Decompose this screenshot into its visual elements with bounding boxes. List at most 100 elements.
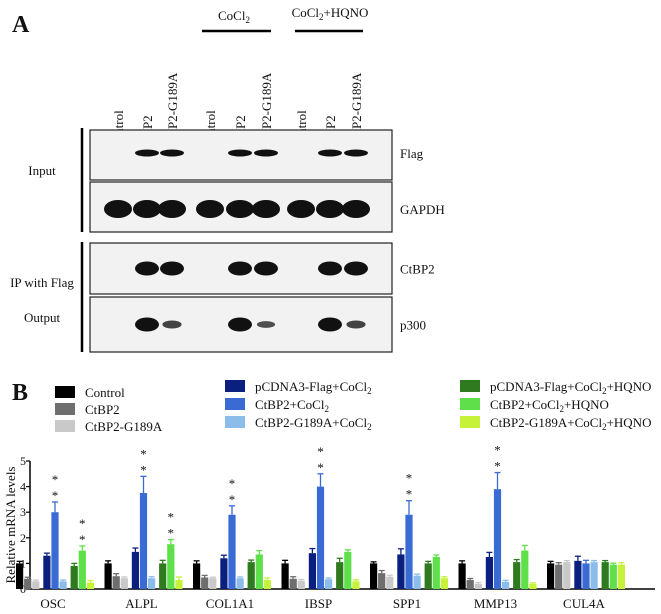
blot-name: CtBP2 — [400, 262, 435, 277]
bar — [378, 573, 386, 589]
y-tick-label: 5 — [20, 454, 26, 468]
legend-swatch — [55, 403, 75, 415]
bar — [247, 562, 255, 589]
bar — [263, 580, 271, 589]
blot-band — [135, 317, 159, 332]
legend-label: Control — [85, 385, 125, 400]
legend-swatch — [460, 416, 480, 428]
bar — [458, 563, 466, 589]
bar — [120, 578, 128, 589]
bar — [308, 553, 316, 589]
legend-item: CtBP2-G189A+CoCl2+HQNO — [460, 415, 651, 432]
bar — [325, 579, 333, 589]
significance-marker: * — [494, 443, 501, 458]
blot-band — [160, 149, 184, 157]
bar-group-mmp13: ** — [458, 443, 537, 589]
legend-swatch — [225, 398, 245, 410]
significance-marker: * — [229, 492, 236, 507]
blot-name: Flag — [400, 146, 424, 161]
blot-band — [228, 261, 252, 276]
significance-marker: * — [79, 532, 86, 547]
bar-group-ibsp: ** — [281, 444, 360, 589]
y-tick-label: 4 — [20, 480, 26, 494]
legend-label: CtBP2-G189A+CoCl2 — [255, 415, 372, 432]
bar — [139, 493, 148, 589]
x-tick-label: MMP13 — [474, 596, 517, 611]
significance-marker: * — [494, 459, 501, 474]
blot-ctbp2: CtBP2 — [89, 242, 435, 295]
legend-item: CtBP2-G189A — [55, 419, 163, 434]
blot-p300: p300 — [89, 296, 426, 353]
bar — [601, 562, 609, 589]
legend-label: CtBP2+CoCl2 — [255, 397, 329, 414]
group-header-cocl2-hqno: CoCl2+HQNO — [292, 5, 369, 33]
bar — [112, 576, 120, 589]
blot-band — [256, 321, 276, 328]
bar — [228, 514, 236, 589]
x-tick-label: IBSP — [305, 596, 332, 611]
bar — [289, 578, 297, 589]
legend-label: pCDNA3-Flag+CoCl2 — [255, 379, 372, 396]
bar — [405, 514, 413, 589]
blot-band — [344, 149, 368, 157]
blot-band — [344, 261, 368, 276]
legend-swatch — [55, 420, 75, 432]
bar — [175, 580, 183, 589]
bar — [370, 563, 378, 589]
bar — [590, 562, 598, 589]
x-tick-label: ALPL — [125, 596, 158, 611]
significance-marker: * — [52, 488, 59, 503]
bar — [344, 551, 352, 589]
bar — [86, 582, 94, 589]
bar — [16, 563, 24, 589]
bar — [201, 577, 209, 589]
significance-marker: * — [140, 446, 147, 461]
significance-marker: * — [406, 487, 413, 502]
legend-label: CtBP2-G189A — [85, 419, 163, 434]
bar — [474, 583, 482, 589]
bar — [555, 564, 563, 589]
blot-band — [162, 320, 182, 329]
legend-swatch — [225, 380, 245, 392]
bar — [24, 578, 32, 589]
legend-label: CtBP2-G189A+CoCl2+HQNO — [490, 415, 651, 432]
panel-b-label: B — [12, 380, 28, 406]
x-tick-label: SPP1 — [393, 596, 421, 611]
input-label: Input — [28, 163, 56, 178]
legend-swatch — [460, 380, 480, 392]
significance-marker: * — [168, 510, 175, 525]
output-label: Output — [24, 310, 61, 325]
bar — [485, 557, 493, 589]
blot-band — [318, 261, 342, 276]
y-axis-label: Relative mRNA levels — [3, 467, 18, 584]
blot-band — [316, 200, 344, 218]
bar — [236, 578, 244, 589]
panel-a-label: A — [12, 12, 30, 38]
significance-marker: * — [317, 444, 324, 459]
legend-label: CtBP2 — [85, 402, 120, 417]
blot-band — [318, 149, 342, 157]
blot-flag: Flag — [89, 129, 424, 181]
bar — [159, 563, 167, 589]
legend-item: Control — [55, 385, 125, 400]
bar — [70, 565, 78, 589]
bar — [609, 564, 617, 589]
bar — [352, 581, 360, 589]
bar — [574, 560, 582, 589]
blot-name: GAPDH — [400, 202, 445, 217]
bar — [32, 581, 40, 589]
legend-item: CtBP2-G189A+CoCl2 — [225, 415, 372, 432]
bar — [424, 563, 432, 589]
bar — [513, 562, 521, 589]
legend-item: CtBP2+CoCl2+HQNO — [460, 397, 609, 414]
western-blots: Flag GAPDH CtBP2 p300 — [89, 129, 445, 353]
blot-band — [196, 200, 224, 218]
blot-band — [252, 200, 280, 218]
significance-marker: * — [406, 471, 413, 486]
legend-swatch — [225, 416, 245, 428]
significance-marker: * — [317, 460, 324, 475]
legend-item: CtBP2 — [55, 402, 120, 417]
svg-text:CoCl2+HQNO: CoCl2+HQNO — [292, 5, 369, 22]
legend-item: pCDNA3-Flag+CoCl2+HQNO — [460, 379, 651, 396]
